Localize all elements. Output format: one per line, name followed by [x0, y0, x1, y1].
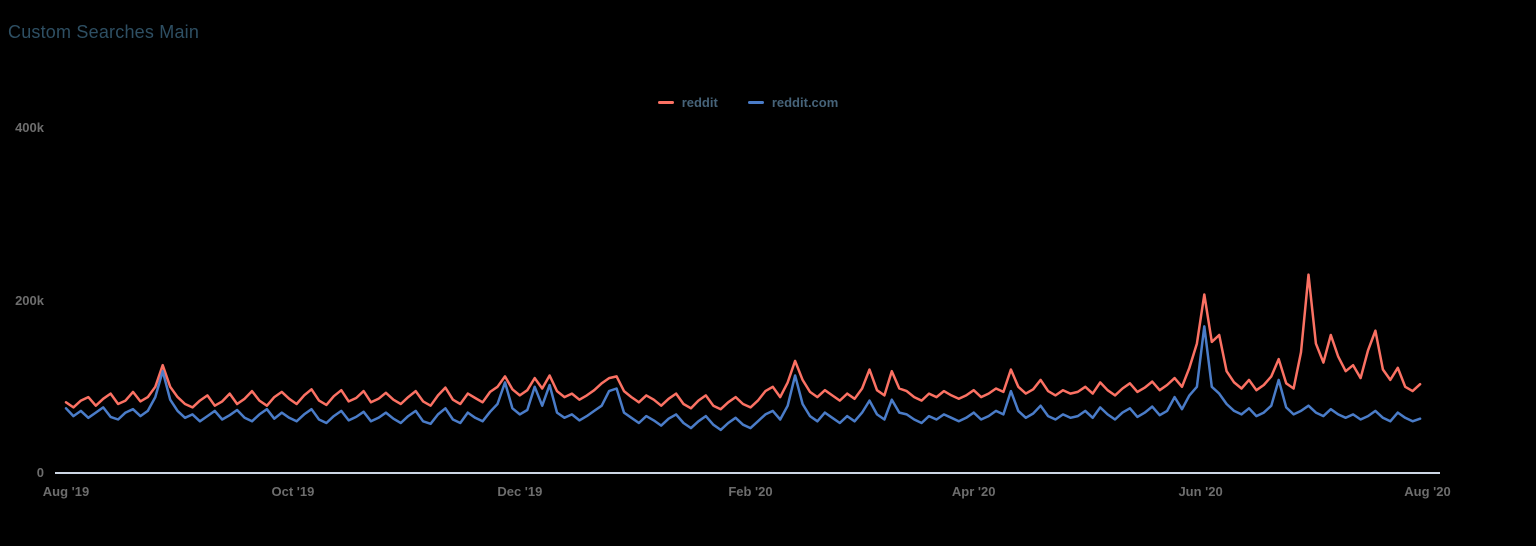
page-title: Custom Searches Main — [8, 22, 200, 42]
x-axis-label: Apr '20 — [951, 484, 996, 499]
reddit-line-swatch-icon — [657, 101, 674, 104]
legend-item-reddit[interactable]: reddit — [657, 95, 718, 110]
x-axis-label: Oct '19 — [271, 484, 315, 499]
legend-label-reddit: reddit — [681, 95, 718, 110]
reddit-com-line-swatch-icon — [747, 101, 764, 104]
x-axis-label: Aug '19 — [42, 484, 90, 499]
x-axis-label: Dec '19 — [497, 484, 543, 499]
y-axis-label: 0 — [36, 465, 44, 480]
x-axis-label: Jun '20 — [1178, 484, 1223, 499]
y-axis-label: 200k — [15, 292, 44, 308]
x-axis-label: Feb '20 — [728, 484, 773, 499]
chart-legend: reddit reddit.com — [57, 95, 1439, 110]
x-axis-label: Aug '20 — [1404, 484, 1451, 499]
legend-item-reddit-com[interactable]: reddit.com — [747, 95, 839, 110]
series-line-reddit[interactable] — [64, 273, 1422, 411]
legend-label-reddit-com: reddit.com — [771, 95, 839, 110]
y-axis-label: 400k — [15, 120, 44, 135]
series-line-reddit-com[interactable] — [64, 325, 1422, 432]
